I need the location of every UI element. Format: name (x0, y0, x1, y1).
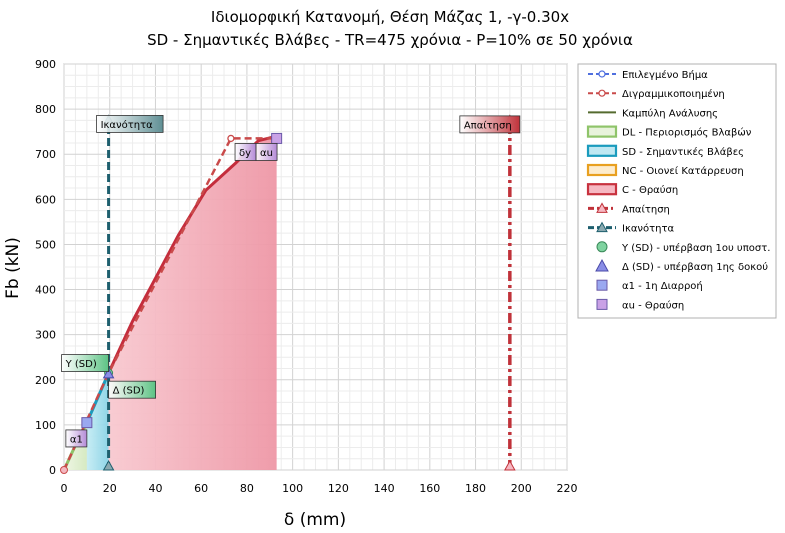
legend-swatch (596, 221, 608, 233)
legend-swatch (586, 125, 618, 138)
annotation-box (255, 143, 278, 161)
y-tick-label: 0 (49, 464, 56, 477)
legend-label: Διγραμμικοποιημένη (622, 88, 725, 100)
legend-label: Απαίτηση (622, 203, 670, 215)
legend: Επιλεγμένο Βήμα Διγραμμικοποιημένη Καμπύλη… (586, 69, 770, 311)
legend-label: αu - Θραύση (622, 299, 684, 311)
y-tick-label: 400 (35, 284, 56, 297)
annotation-label: Ικανότητα (101, 119, 154, 131)
annotation-box (65, 429, 88, 448)
y-tick-label: 500 (35, 238, 56, 251)
legend-label: C - Θραύση (622, 184, 678, 196)
annotation-box (96, 115, 164, 133)
x-tick-label: 100 (282, 482, 303, 495)
legend-label: Καμπύλη Ανάλυσης (622, 107, 718, 119)
point-marker (81, 417, 93, 429)
x-tick-label: 200 (511, 482, 532, 495)
x-tick-label: 60 (194, 482, 208, 495)
points-layer (60, 132, 283, 474)
legend-label: NC - Οιονεί Κατάρρευση (622, 165, 744, 177)
point-marker (102, 367, 115, 379)
legend-swatch (595, 258, 609, 272)
legend-swatch (596, 279, 608, 291)
annotations-layer: Ικανότητα Απαίτηση Υ (SD) Δ (SD) α1 δy αu (61, 115, 521, 448)
point-marker (271, 132, 283, 144)
x-tick-label: 140 (374, 482, 395, 495)
y-tick-label: 800 (35, 103, 56, 116)
annotation-box (459, 115, 521, 134)
y-tick-label: 600 (35, 193, 56, 206)
legend-swatch (596, 298, 608, 310)
legend-swatch (598, 70, 606, 78)
legend-label: DL - Περιορισμός Βλαβών (622, 127, 752, 139)
origin-marker (60, 466, 68, 474)
annotation-box (108, 380, 156, 399)
legend-label: Υ (SD) - υπέρβαση 1ου υποστ. (621, 242, 770, 254)
legend-label: Ικανότητα (622, 223, 675, 235)
y-tick-label: 700 (35, 148, 56, 161)
legend-label: α1 - 1η Διαρροή (622, 280, 703, 292)
x-tick-label: 160 (419, 482, 440, 495)
annotation-label: Απαίτηση (464, 119, 512, 131)
demand-marker (503, 459, 516, 471)
y-tick-label: 200 (35, 374, 56, 387)
annotation-box (61, 354, 109, 372)
legend-swatch (586, 183, 618, 196)
x-tick-label: 120 (328, 482, 349, 495)
legend-label: SD - Σημαντικές Βλάβες (622, 146, 744, 158)
capacity-marker (102, 459, 115, 471)
x-tick-label: 180 (465, 482, 486, 495)
x-tick-label: 220 (557, 482, 578, 495)
ticks-layer: 0 20 40 60 80 100 120 140 160 180 200 220 0 100 200 300… (35, 58, 578, 495)
legend-swatch (586, 163, 618, 177)
annotation-label: αu (260, 148, 273, 159)
legend-label: Δ (SD) - υπέρβαση 1ης δοκού (622, 261, 768, 273)
x-axis-label: δ (mm) (284, 510, 346, 530)
x-tick-label: 0 (61, 482, 68, 495)
annotation-label: α1 (70, 434, 83, 445)
y-tick-label: 100 (35, 419, 56, 432)
legend-swatch (596, 241, 608, 253)
chart-subtitle: SD - Σημαντικές Βλάβες - TR=475 χρόνια -… (147, 31, 633, 49)
x-tick-label: 40 (148, 482, 162, 495)
legend-swatch (596, 202, 608, 213)
legend-label: Επιλεγμένο Βήμα (622, 69, 708, 81)
y-tick-label: 900 (35, 58, 56, 71)
annotation-label: δy (239, 148, 251, 159)
annotation-label: Δ (SD) (113, 386, 145, 397)
chart-title: Ιδιομορφική Κατανομή, Θέση Μάζας 1, -γ-0… (211, 8, 569, 26)
legend-swatch (598, 89, 606, 97)
legend-swatch (586, 144, 618, 157)
annotation-label: Υ (SD) (65, 359, 97, 370)
bilinear-marker (227, 134, 235, 143)
x-tick-label: 80 (240, 482, 254, 495)
y-axis-label: Fb (kN) (3, 237, 23, 299)
region-1 (86, 373, 109, 470)
y-tick-label: 300 (35, 329, 56, 342)
x-tick-label: 20 (103, 482, 117, 495)
